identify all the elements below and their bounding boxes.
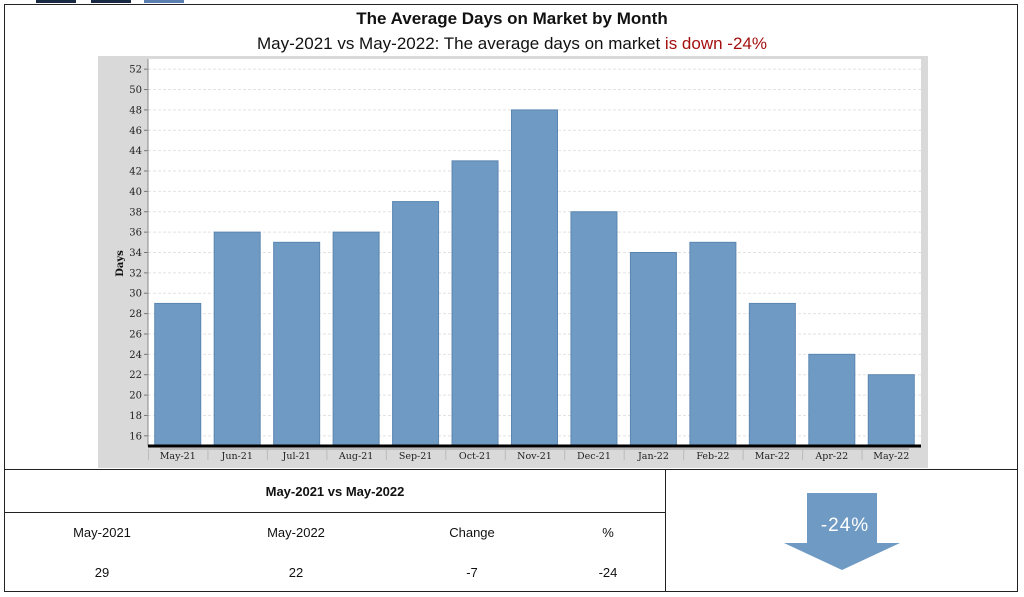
- summary-header-may-2021: May-2021: [73, 525, 131, 540]
- bar: [273, 241, 321, 447]
- y-tick-label: 50: [129, 85, 142, 96]
- y-tick-label: 42: [129, 167, 142, 178]
- x-tick-label: Feb-22: [696, 451, 729, 462]
- x-tick-label: Nov-21: [517, 451, 552, 462]
- y-tick-label: 34: [129, 248, 142, 259]
- y-tick-label: 38: [129, 207, 142, 218]
- y-tick-label: 22: [129, 370, 142, 381]
- bar: [867, 374, 915, 447]
- x-tick-label: Dec-21: [577, 451, 611, 462]
- change-indicator-text: -24%: [820, 515, 870, 536]
- x-tick-label: Jan-22: [637, 451, 669, 462]
- y-tick-label: 26: [129, 329, 142, 340]
- x-tick-label: Apr-22: [814, 451, 848, 462]
- subtitle-highlight: is down -24%: [664, 34, 767, 53]
- chart-subtitle: May-2021 vs May-2022: The average days o…: [0, 34, 1024, 54]
- summary-header-percent: %: [602, 525, 614, 540]
- bar-chart: 16 18 20 22 24 26 28 30 32 34 36 38 40 42 44 46 48 50 52 Ma…: [129, 59, 921, 462]
- bar: [689, 241, 737, 447]
- bar: [332, 231, 380, 447]
- summary-value-may-2021: 29: [94, 565, 110, 580]
- y-tick-label: 32: [129, 268, 142, 279]
- y-axis-label: Days: [114, 250, 126, 277]
- y-tick-label: 24: [129, 350, 142, 361]
- section-divider: [4, 469, 1018, 470]
- y-tick-label: 36: [129, 228, 142, 239]
- report-frame: [4, 4, 1018, 592]
- y-tick-label: 18: [129, 411, 142, 422]
- y-tick-label: 40: [129, 187, 142, 198]
- y-tick-label: 28: [129, 309, 142, 320]
- x-tick-label: Jul-21: [282, 451, 311, 462]
- bar: [748, 302, 796, 447]
- down-arrow-icon: [784, 493, 900, 570]
- subtitle-text: May-2021 vs May-2022: The average days o…: [257, 34, 665, 53]
- x-tick-label: Mar-22: [755, 451, 790, 462]
- y-tick-label: 46: [129, 126, 142, 137]
- bar: [213, 231, 261, 447]
- y-tick-label: 44: [129, 146, 142, 157]
- logo-fragment: [36, 0, 186, 3]
- bar: [629, 252, 677, 447]
- y-tick-label: 16: [129, 431, 142, 442]
- bar: [154, 302, 202, 447]
- x-tick-label: Sep-21: [399, 451, 433, 462]
- bar: [570, 211, 618, 447]
- x-tick-label: Aug-21: [338, 451, 373, 462]
- bar: [511, 109, 558, 447]
- x-tick-label: Oct-21: [459, 451, 491, 462]
- summary-value-may-2022: 22: [288, 565, 304, 580]
- x-tick-label: May-22: [873, 451, 909, 462]
- y-tick-label: 52: [129, 65, 142, 76]
- summary-value-percent: -24: [598, 565, 618, 580]
- chart-title: The Average Days on Market by Month: [356, 9, 668, 28]
- bar: [451, 160, 499, 447]
- summary-value-change: -7: [466, 565, 478, 580]
- x-tick-label: Jun-21: [221, 451, 253, 462]
- down-arrow-shape: [784, 493, 900, 570]
- bar: [392, 201, 440, 447]
- summary-header-may-2022: May-2022: [267, 525, 325, 540]
- y-tick-label: 20: [129, 391, 142, 402]
- summary-heading: May-2021 vs May-2022: [4, 470, 666, 513]
- summary-header-change: Change: [449, 525, 495, 540]
- x-tick-label: May-21: [160, 451, 196, 462]
- summary-table: May-2021 vs May-2022 May-2021 May-2022 C…: [4, 470, 666, 592]
- change-indicator: [666, 470, 1018, 592]
- bar: [808, 353, 856, 447]
- y-tick-label: 48: [129, 105, 142, 116]
- y-tick-label: 30: [129, 289, 142, 300]
